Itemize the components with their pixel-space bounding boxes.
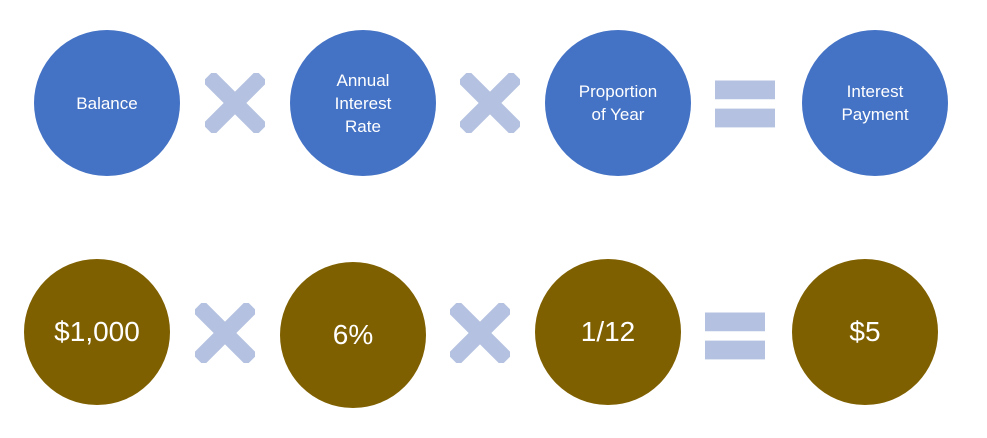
proportion-of-year-label: Proportion of Year	[578, 82, 658, 124]
proportion-of-year-label-circle: Proportion of Year	[545, 30, 691, 176]
equals-icon-bottom	[705, 305, 765, 365]
annual-interest-rate-label-circle: Annual Interest Rate	[290, 30, 436, 176]
interest-payment-value: $5	[849, 316, 881, 347]
proportion-of-year-value-circle: 1/12	[535, 259, 681, 405]
multiply-icon-bottom-2	[450, 303, 510, 363]
annual-interest-rate-value-circle: 6%	[280, 262, 426, 408]
multiply-icon-top-1	[205, 73, 265, 133]
balance-label-circle: Balance	[34, 30, 180, 176]
multiply-icon-top-2	[460, 73, 520, 133]
balance-value-circle: $1,000	[24, 259, 170, 405]
interest-payment-label-circle: Interest Payment	[802, 30, 948, 176]
annual-interest-rate-label: Annual Interest Rate	[334, 70, 392, 136]
balance-value: $1,000	[54, 316, 140, 347]
annual-interest-rate-value: 6%	[332, 319, 374, 350]
equals-icon-top	[715, 73, 775, 133]
interest-payment-label: Interest Payment	[841, 82, 909, 124]
balance-label: Balance	[76, 93, 138, 113]
proportion-of-year-value: 1/12	[580, 316, 636, 347]
interest-payment-value-circle: $5	[792, 259, 938, 405]
multiply-icon-bottom-1	[195, 303, 255, 363]
